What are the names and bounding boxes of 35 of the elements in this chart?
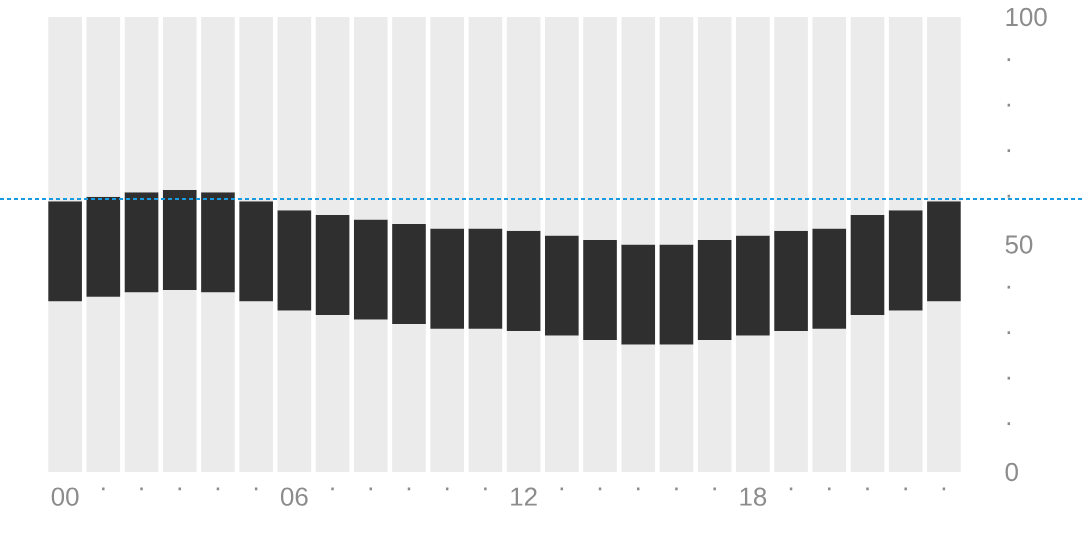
x-tick-label: · — [789, 487, 793, 491]
y-tick-label: · — [1007, 149, 1011, 153]
y-tick-label: · — [1007, 58, 1011, 62]
x-tick-label: · — [140, 487, 143, 491]
x-tick-label: · — [407, 487, 411, 491]
x-tick-label: · — [904, 487, 907, 491]
x-tick-label: · — [216, 487, 220, 491]
y-tick-label: · — [1007, 103, 1011, 107]
x-tick-label: · — [254, 487, 258, 491]
x-tick-label: · — [178, 487, 181, 491]
y-tick-label: 0 — [1005, 462, 1018, 482]
x-tick-label: · — [369, 487, 372, 491]
x-tick-label: 18 — [740, 487, 767, 506]
y-tick-label: · — [1007, 422, 1011, 426]
x-tick-label: · — [598, 487, 602, 491]
y-tick-label: · — [1007, 285, 1011, 289]
x-tick-label: · — [484, 487, 487, 491]
y-tick-label: · — [1007, 194, 1011, 198]
x-tick-label: · — [866, 487, 869, 491]
x-tick-label: 00 — [51, 487, 79, 506]
x-tick-label: 06 — [280, 487, 308, 506]
x-tick-label: · — [713, 487, 716, 491]
x-tick-label: 12 — [511, 487, 537, 506]
x-tick-label: · — [675, 487, 678, 491]
x-tick-label: · — [560, 487, 564, 491]
x-tick-label: · — [636, 487, 640, 491]
y-tick-label: 50 — [1005, 235, 1033, 254]
x-tick-label: · — [445, 487, 449, 491]
x-tick-label: · — [331, 487, 334, 491]
x-tick-label: · — [102, 487, 105, 491]
y-tick-label: · — [1007, 376, 1011, 380]
y-tick-label: 100 — [1006, 7, 1047, 27]
x-tick-label: · — [828, 487, 831, 491]
y-tick-label: · — [1007, 331, 1011, 335]
x-tick-label: · — [942, 487, 946, 491]
